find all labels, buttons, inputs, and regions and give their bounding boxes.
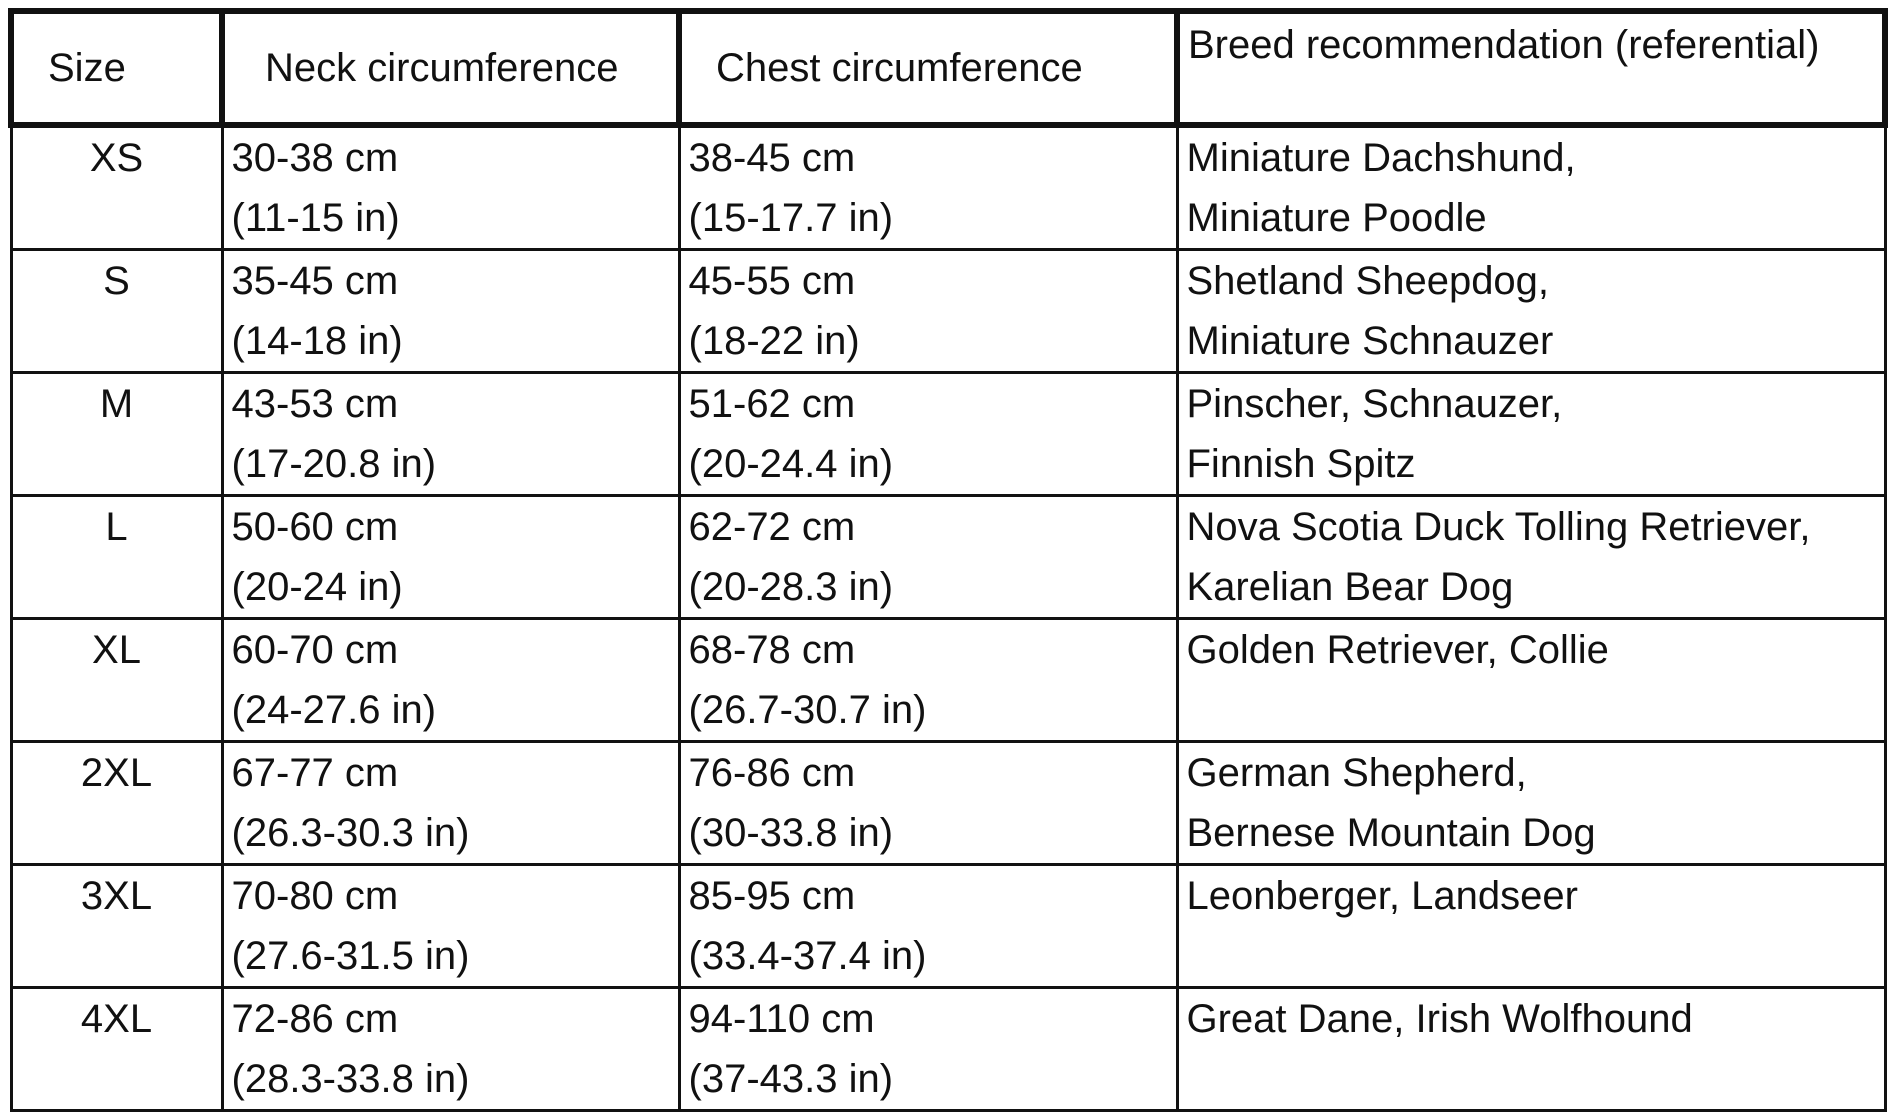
breed-line2: Miniature Schnauzer xyxy=(1186,319,1554,363)
size-cell: S xyxy=(9,248,224,374)
neck-cell: 60-70 cm (24-27.6 in) xyxy=(220,617,681,743)
size-cell: M xyxy=(9,371,224,497)
size-cell: 3XL xyxy=(9,863,224,989)
neck-cell: 72-86 cm (28.3-33.8 in) xyxy=(220,986,681,1112)
neck-cell: 35-45 cm (14-18 in) xyxy=(220,248,681,374)
neck-in: (28.3-33.8 in) xyxy=(231,1057,470,1101)
chest-in: (33.4-37.4 in) xyxy=(688,934,927,978)
table-body: XS 30-38 cm (11-15 in) 38-45 cm (15-17.7… xyxy=(9,123,1887,1112)
breed-line2: Karelian Bear Dog xyxy=(1186,565,1514,609)
neck-cm: 43-53 cm xyxy=(231,382,399,426)
breed-line1: Shetland Sheepdog, xyxy=(1186,259,1550,303)
table-row: 3XL 70-80 cm (27.6-31.5 in) 85-95 cm (33… xyxy=(9,863,1887,989)
size-cell: XS xyxy=(9,123,224,251)
chest-cm: 51-62 cm xyxy=(688,382,856,426)
neck-in: (27.6-31.5 in) xyxy=(231,934,470,978)
chest-in: (18-22 in) xyxy=(688,319,860,363)
breed-cell: Golden Retriever, Collie xyxy=(1175,617,1887,743)
neck-cm: 50-60 cm xyxy=(231,505,399,549)
breed-line1: Leonberger, Landseer xyxy=(1186,874,1578,918)
chest-cm: 85-95 cm xyxy=(688,874,856,918)
breed-line1: Great Dane, Irish Wolfhound xyxy=(1186,997,1693,1041)
chest-in: (37-43.3 in) xyxy=(688,1057,894,1101)
breed-cell: Nova Scotia Duck Tolling Retriever, Kare… xyxy=(1175,494,1887,620)
header-size: Size xyxy=(8,8,225,128)
header-chest-circumference: Chest circumference xyxy=(676,8,1180,128)
neck-cm: 70-80 cm xyxy=(231,874,399,918)
breed-cell: German Shepherd, Bernese Mountain Dog xyxy=(1175,740,1887,866)
chest-cm: 68-78 cm xyxy=(688,628,856,672)
table-row: S 35-45 cm (14-18 in) 45-55 cm (18-22 in… xyxy=(9,248,1887,374)
breed-line2 xyxy=(1187,680,1876,739)
neck-cm: 72-86 cm xyxy=(231,997,399,1041)
neck-cm: 60-70 cm xyxy=(231,628,399,672)
chest-cm: 45-55 cm xyxy=(688,259,856,303)
chest-cell: 62-72 cm (20-28.3 in) xyxy=(677,494,1179,620)
neck-in: (11-15 in) xyxy=(231,196,400,240)
neck-in: (26.3-30.3 in) xyxy=(231,811,470,855)
neck-cell: 50-60 cm (20-24 in) xyxy=(220,494,681,620)
chest-cell: 94-110 cm (37-43.3 in) xyxy=(677,986,1179,1112)
table-row: XS 30-38 cm (11-15 in) 38-45 cm (15-17.7… xyxy=(9,123,1887,251)
breed-cell: Pinscher, Schnauzer, Finnish Spitz xyxy=(1175,371,1887,497)
breed-cell: Miniature Dachshund, Miniature Poodle xyxy=(1175,123,1887,251)
breed-line1: Golden Retriever, Collie xyxy=(1186,628,1609,672)
neck-in: (17-20.8 in) xyxy=(231,442,437,486)
header-breed-recommendation: Breed recommendation (referential) xyxy=(1174,8,1888,128)
neck-cell: 70-80 cm (27.6-31.5 in) xyxy=(220,863,681,989)
neck-in: (24-27.6 in) xyxy=(231,688,437,732)
size-chart-table: Size Neck circumference Chest circumfere… xyxy=(8,8,1888,1112)
chest-in: (15-17.7 in) xyxy=(688,196,894,240)
neck-in: (20-24 in) xyxy=(231,565,403,609)
chest-cell: 76-86 cm (30-33.8 in) xyxy=(677,740,1179,866)
neck-in: (14-18 in) xyxy=(231,319,403,363)
breed-line1: Pinscher, Schnauzer, xyxy=(1186,382,1563,426)
header-breed-line2: (referential) xyxy=(1614,23,1820,67)
neck-cm: 67-77 cm xyxy=(231,751,399,795)
chest-cell: 68-78 cm (26.7-30.7 in) xyxy=(677,617,1179,743)
size-cell: 2XL xyxy=(9,740,224,866)
chest-cell: 38-45 cm (15-17.7 in) xyxy=(677,123,1179,251)
size-cell: L xyxy=(9,494,224,620)
table-row: XL 60-70 cm (24-27.6 in) 68-78 cm (26.7-… xyxy=(9,617,1887,743)
table-row: M 43-53 cm (17-20.8 in) 51-62 cm (20-24.… xyxy=(9,371,1887,497)
chest-in: (20-24.4 in) xyxy=(688,442,894,486)
chest-cell: 45-55 cm (18-22 in) xyxy=(677,248,1179,374)
breed-line2 xyxy=(1187,1049,1876,1108)
chest-cm: 62-72 cm xyxy=(688,505,856,549)
breed-line1: German Shepherd, xyxy=(1186,751,1527,795)
breed-line2: Miniature Poodle xyxy=(1186,196,1487,240)
breed-line1: Miniature Dachshund, xyxy=(1186,136,1576,180)
breed-line2: Finnish Spitz xyxy=(1186,442,1416,486)
neck-cm: 30-38 cm xyxy=(231,136,399,180)
chest-in: (26.7-30.7 in) xyxy=(688,688,927,732)
breed-line2: Bernese Mountain Dog xyxy=(1186,811,1596,855)
chest-in: (30-33.8 in) xyxy=(688,811,894,855)
header-neck-circumference: Neck circumference xyxy=(219,8,682,128)
size-cell: 4XL xyxy=(9,986,224,1112)
breed-cell: Leonberger, Landseer xyxy=(1175,863,1887,989)
breed-line1: Nova Scotia Duck Tolling Retriever, xyxy=(1186,505,1811,549)
table-row: 4XL 72-86 cm (28.3-33.8 in) 94-110 cm (3… xyxy=(9,986,1887,1112)
header-row: Size Neck circumference Chest circumfere… xyxy=(8,8,1888,128)
table-header: Size Neck circumference Chest circumfere… xyxy=(8,8,1888,128)
neck-cell: 30-38 cm (11-15 in) xyxy=(220,123,681,251)
table-row: L 50-60 cm (20-24 in) 62-72 cm (20-28.3 … xyxy=(9,494,1887,620)
chest-cm: 76-86 cm xyxy=(688,751,856,795)
neck-cm: 35-45 cm xyxy=(231,259,399,303)
breed-cell: Shetland Sheepdog, Miniature Schnauzer xyxy=(1175,248,1887,374)
neck-cell: 43-53 cm (17-20.8 in) xyxy=(220,371,681,497)
table-row: 2XL 67-77 cm (26.3-30.3 in) 76-86 cm (30… xyxy=(9,740,1887,866)
breed-cell: Great Dane, Irish Wolfhound xyxy=(1175,986,1887,1112)
neck-cell: 67-77 cm (26.3-30.3 in) xyxy=(220,740,681,866)
header-breed-line1: Breed recommendation xyxy=(1188,23,1604,67)
chest-cell: 85-95 cm (33.4-37.4 in) xyxy=(677,863,1179,989)
size-cell: XL xyxy=(9,617,224,743)
chest-in: (20-28.3 in) xyxy=(688,565,894,609)
breed-line2 xyxy=(1187,926,1876,985)
chest-cm: 94-110 cm xyxy=(688,997,875,1041)
chest-cm: 38-45 cm xyxy=(688,136,856,180)
chest-cell: 51-62 cm (20-24.4 in) xyxy=(677,371,1179,497)
